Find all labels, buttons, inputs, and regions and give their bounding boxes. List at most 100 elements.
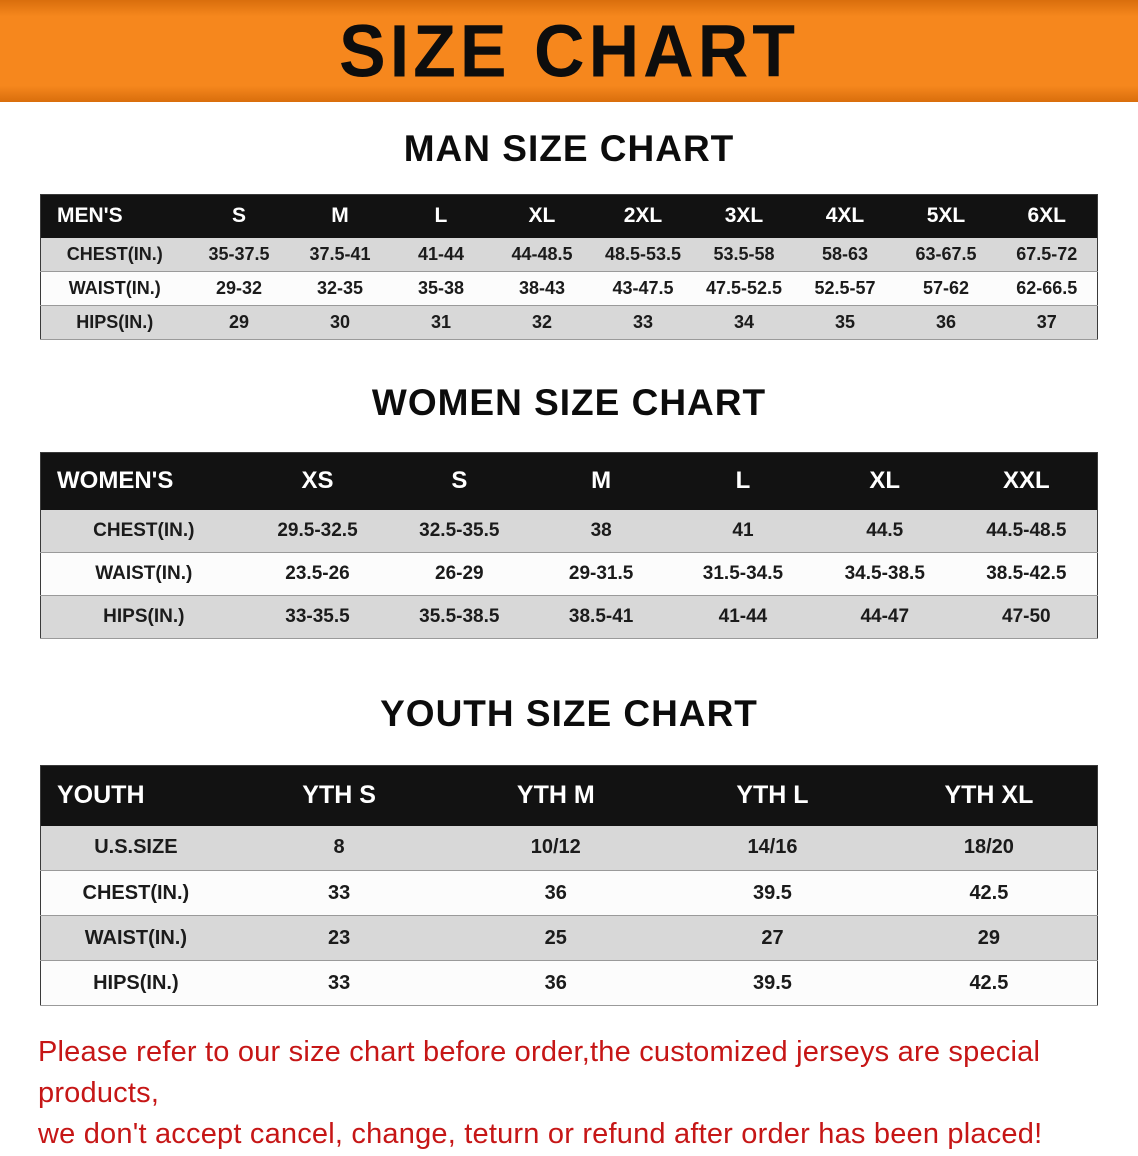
size-value: 29-32 (188, 271, 290, 306)
row-label: WAIST(IN.) (40, 552, 247, 596)
column-header-xl: XL (491, 194, 593, 238)
men-header-row: MEN'S S M L XL 2XL 3XL 4XL 5XL 6XL (40, 194, 1098, 238)
women-header-row: WOMEN'S XS S M L XL XXL (40, 452, 1098, 510)
women-size-table: WOMEN'S XS S M L XL XXL CHEST(IN.) 29.5-… (40, 452, 1098, 639)
youth-table-label: YOUTH (40, 765, 231, 826)
row-label: U.S.SIZE (40, 825, 231, 871)
row-label: CHEST(IN.) (40, 509, 247, 553)
women-table-label: WOMEN'S (40, 452, 247, 510)
column-header-m: M (530, 452, 673, 510)
size-value: 33-35.5 (246, 595, 389, 639)
size-value: 36 (895, 305, 997, 340)
men-chest-row: CHEST(IN.) 35-37.5 37.5-41 41-44 44-48.5… (40, 237, 1098, 272)
size-value: 38-43 (491, 271, 593, 306)
size-value: 14/16 (664, 825, 881, 871)
youth-waist-row: WAIST(IN.) 23 25 27 29 (40, 915, 1098, 961)
row-label: WAIST(IN.) (40, 271, 189, 306)
column-header-l: L (672, 452, 814, 510)
size-value: 48.5-53.5 (592, 237, 694, 272)
column-header-xxl: XXL (955, 452, 1098, 510)
size-value: 44-48.5 (491, 237, 593, 272)
youth-header-row: YOUTH YTH S YTH M YTH L YTH XL (40, 765, 1098, 826)
size-value: 26-29 (388, 552, 531, 596)
size-value: 42.5 (880, 870, 1098, 916)
column-header-s: S (188, 194, 290, 238)
size-value: 38 (530, 509, 673, 553)
size-value: 44.5-48.5 (955, 509, 1098, 553)
size-value: 63-67.5 (895, 237, 997, 272)
disclaimer-line-1: Please refer to our size chart before or… (38, 1036, 1041, 1110)
size-value: 33 (230, 870, 448, 916)
size-value: 47.5-52.5 (693, 271, 795, 306)
size-value: 33 (592, 305, 694, 340)
row-label: HIPS(IN.) (40, 305, 189, 340)
size-value: 18/20 (880, 825, 1098, 871)
size-value: 36 (447, 870, 665, 916)
column-header-2xl: 2XL (592, 194, 694, 238)
size-value: 29 (880, 915, 1098, 961)
size-value: 31.5-34.5 (672, 552, 814, 596)
size-value: 62-66.5 (996, 271, 1098, 306)
size-chart-banner: SIZE CHART (0, 0, 1138, 102)
size-value: 32 (491, 305, 593, 340)
women-chest-row: CHEST(IN.) 29.5-32.5 32.5-35.5 38 41 44.… (40, 509, 1098, 553)
size-value: 41 (672, 509, 814, 553)
row-label: WAIST(IN.) (40, 915, 231, 961)
column-header-yth-s: YTH S (230, 765, 448, 826)
youth-size-chart-title: YOUTH SIZE CHART (380, 693, 758, 734)
size-value: 30 (289, 305, 391, 340)
row-label: HIPS(IN.) (40, 595, 247, 639)
size-value: 39.5 (664, 960, 881, 1006)
size-value: 36 (447, 960, 665, 1006)
size-value: 10/12 (447, 825, 665, 871)
column-header-xs: XS (246, 452, 389, 510)
column-header-5xl: 5XL (895, 194, 997, 238)
column-header-l: L (390, 194, 492, 238)
column-header-m: M (289, 194, 391, 238)
size-value: 29-31.5 (530, 552, 673, 596)
size-value: 44.5 (813, 509, 956, 553)
size-value: 35-38 (390, 271, 492, 306)
size-value: 44-47 (813, 595, 956, 639)
size-value: 47-50 (955, 595, 1098, 639)
women-size-chart-title: WOMEN SIZE CHART (371, 382, 767, 423)
page-title: SIZE CHART (339, 9, 799, 93)
size-value: 31 (390, 305, 492, 340)
size-value: 42.5 (880, 960, 1098, 1006)
youth-ussize-row: U.S.SIZE 8 10/12 14/16 18/20 (40, 825, 1098, 871)
size-value: 37.5-41 (289, 237, 391, 272)
size-value: 34 (693, 305, 795, 340)
column-header-6xl: 6XL (996, 194, 1098, 238)
row-label: HIPS(IN.) (40, 960, 231, 1006)
size-value: 34.5-38.5 (813, 552, 956, 596)
size-value: 53.5-58 (693, 237, 795, 272)
youth-hips-row: HIPS(IN.) 33 36 39.5 42.5 (40, 960, 1098, 1006)
size-value: 27 (664, 915, 881, 961)
size-value: 38.5-42.5 (955, 552, 1098, 596)
size-value: 23 (230, 915, 448, 961)
size-value: 33 (230, 960, 448, 1006)
size-value: 43-47.5 (592, 271, 694, 306)
column-header-yth-l: YTH L (664, 765, 881, 826)
size-value: 58-63 (794, 237, 896, 272)
men-size-table: MEN'S S M L XL 2XL 3XL 4XL 5XL 6XL CHEST… (40, 194, 1098, 340)
size-value: 35.5-38.5 (388, 595, 531, 639)
size-value: 67.5-72 (996, 237, 1098, 272)
women-hips-row: HIPS(IN.) 33-35.5 35.5-38.5 38.5-41 41-4… (40, 595, 1098, 639)
disclaimer-line-2: we don't accept cancel, change, teturn o… (38, 1118, 1043, 1151)
men-table-label: MEN'S (40, 194, 189, 238)
size-value: 41-44 (672, 595, 814, 639)
size-value: 41-44 (390, 237, 492, 272)
column-header-yth-m: YTH M (447, 765, 665, 826)
youth-chest-row: CHEST(IN.) 33 36 39.5 42.5 (40, 870, 1098, 916)
row-label: CHEST(IN.) (40, 237, 189, 272)
women-waist-row: WAIST(IN.) 23.5-26 26-29 29-31.5 31.5-34… (40, 552, 1098, 596)
size-value: 39.5 (664, 870, 881, 916)
column-header-s: S (388, 452, 531, 510)
column-header-xl: XL (813, 452, 956, 510)
size-value: 8 (230, 825, 448, 871)
disclaimer-text: Please refer to our size chart before or… (0, 1032, 1138, 1156)
size-value: 29.5-32.5 (246, 509, 389, 553)
row-label: CHEST(IN.) (40, 870, 231, 916)
size-value: 37 (996, 305, 1098, 340)
